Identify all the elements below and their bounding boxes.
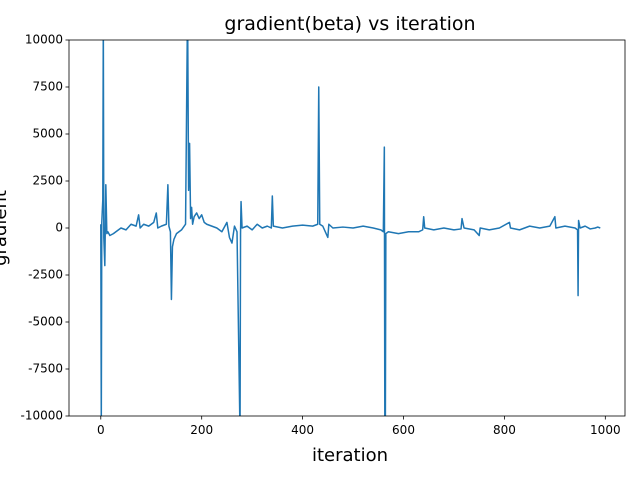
x-tick-label: 1000 bbox=[590, 423, 621, 437]
y-tick-label: -5000 bbox=[28, 315, 63, 329]
x-tick-label: 0 bbox=[97, 423, 105, 437]
y-tick-label: 7500 bbox=[32, 80, 63, 94]
y-tick-label: -10000 bbox=[20, 409, 63, 423]
y-axis-label: gradient bbox=[0, 190, 11, 266]
chart-title: gradient(beta) vs iteration bbox=[224, 13, 475, 35]
plot-area bbox=[100, 40, 601, 416]
x-tick-label: 600 bbox=[392, 423, 415, 437]
y-tick-label: -2500 bbox=[28, 268, 63, 282]
x-tick-label: 400 bbox=[291, 423, 314, 437]
x-tick-label: 800 bbox=[493, 423, 516, 437]
y-tick-label: 2500 bbox=[32, 174, 63, 188]
y-tick-label: 0 bbox=[55, 221, 63, 235]
x-tick-label: 200 bbox=[190, 423, 213, 437]
y-tick-label: 10000 bbox=[25, 33, 63, 47]
y-tick-label: 5000 bbox=[32, 127, 63, 141]
y-tick-label: -7500 bbox=[28, 362, 63, 376]
x-axis-label: iteration bbox=[312, 445, 388, 466]
data-line bbox=[100, 40, 601, 416]
